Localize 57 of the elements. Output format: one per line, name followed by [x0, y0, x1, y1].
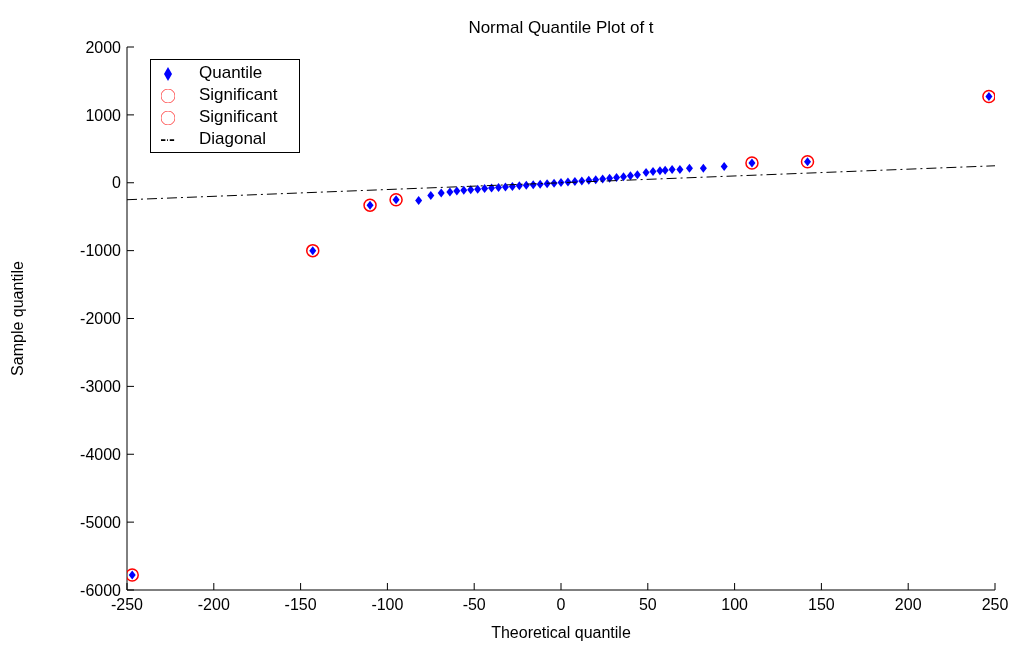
point: [800, 154, 815, 169]
x-axis-title: Theoretical quantile: [491, 624, 631, 641]
x-tick-label: -50: [462, 596, 486, 614]
y-tick-label: -4000: [80, 445, 122, 463]
y-tick-label: 0: [112, 174, 122, 192]
point: [626, 171, 634, 181]
point: [460, 185, 468, 195]
y-tick-label: -6000: [80, 581, 122, 599]
x-tick-label: -200: [197, 596, 230, 614]
chart-title: Normal Quantile Plot of t: [467, 18, 655, 38]
x-tick-label: 150: [808, 596, 835, 614]
point: [668, 165, 676, 175]
point: [495, 183, 502, 192]
point: [453, 186, 461, 196]
point: [415, 195, 423, 205]
point: [613, 173, 621, 183]
y-tick-label: 2000: [85, 38, 122, 56]
y-tick-label: -5000: [80, 513, 122, 531]
y-tick-label: 1000: [85, 106, 122, 124]
point: [676, 165, 684, 175]
point: [522, 180, 530, 190]
point: [467, 185, 475, 195]
point: [699, 163, 707, 173]
legend-label: Diagonal: [199, 129, 267, 148]
point: [661, 165, 669, 175]
y-tick-label: -1000: [80, 242, 122, 260]
point: [620, 172, 627, 182]
point: [649, 167, 657, 177]
x-tick-label: -100: [371, 596, 404, 614]
point: [515, 181, 523, 191]
point: [592, 175, 600, 185]
point: [536, 179, 544, 189]
point: [720, 161, 728, 171]
x-tick-label: -250: [110, 596, 144, 614]
legend-label: Significant: [199, 107, 278, 126]
legend-label: Significant: [199, 85, 278, 104]
y-tick-label: -2000: [80, 310, 122, 328]
x-tick-label: 0: [556, 596, 566, 614]
point: [481, 184, 489, 194]
x-tick-label: 50: [638, 596, 657, 614]
point: [501, 182, 509, 192]
point: [488, 183, 496, 193]
x-tick-label: 200: [894, 596, 922, 614]
y-tick-label: -3000: [80, 378, 122, 396]
point: [427, 190, 435, 200]
point: [633, 170, 641, 180]
point: [685, 163, 693, 173]
legend-label: Quantile: [199, 63, 263, 82]
x-tick-label: 100: [721, 596, 749, 614]
point: [656, 166, 664, 176]
point: [642, 168, 650, 178]
y-axis-title: Sample quantile: [8, 261, 26, 376]
point: [437, 188, 445, 198]
point: [446, 187, 454, 197]
x-tick-label: 250: [981, 596, 1009, 614]
x-tick-label: -150: [284, 596, 317, 614]
point: [474, 184, 482, 194]
